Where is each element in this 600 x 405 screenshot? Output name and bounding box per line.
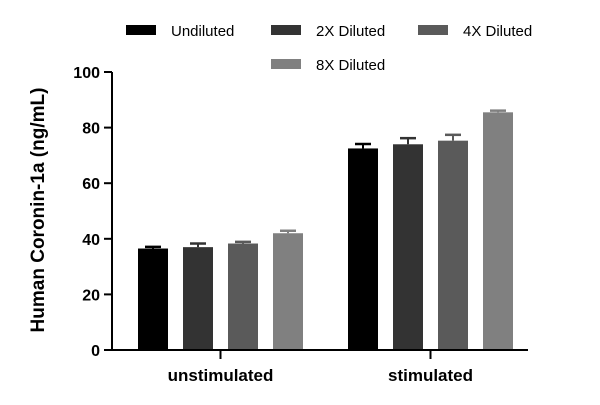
bar [438, 140, 468, 350]
legend-label: 2X Diluted [316, 23, 385, 40]
x-category-label: unstimulated [168, 366, 274, 385]
y-axis-title: Human Coronin-1a (ng/mL) [28, 88, 49, 333]
y-tick-label: 100 [73, 65, 100, 82]
legend-label: 8X Diluted [316, 57, 385, 74]
legend-swatch [271, 25, 301, 35]
legend-label: 4X Diluted [463, 23, 532, 40]
bar [273, 233, 303, 350]
bar [228, 243, 258, 350]
legend-item: Undiluted [126, 23, 234, 40]
legend-swatch [126, 25, 156, 35]
y-tick-label: 40 [82, 232, 100, 249]
legend-item: 2X Diluted [271, 23, 385, 40]
legend-swatch [271, 59, 301, 69]
legend-item: 8X Diluted [271, 57, 385, 74]
bars [138, 109, 513, 350]
bar [348, 148, 378, 350]
legend-swatch [418, 25, 448, 35]
x-category-label: stimulated [388, 366, 473, 385]
legend-label: Undiluted [171, 23, 234, 40]
bar [138, 248, 168, 350]
legend-item: 4X Diluted [418, 23, 532, 40]
y-tick-label: 60 [82, 176, 100, 193]
axes: 0 20 40 60 80 100 unstimulated stimulated [73, 65, 528, 385]
bar [393, 144, 423, 350]
bar [483, 112, 513, 350]
y-tick-label: 80 [82, 121, 100, 138]
bar [183, 247, 213, 350]
y-tick-label: 20 [82, 287, 100, 304]
y-tick-label: 0 [91, 343, 100, 360]
legend: Undiluted 2X Diluted 4X Diluted 8X Diluted [126, 23, 532, 74]
